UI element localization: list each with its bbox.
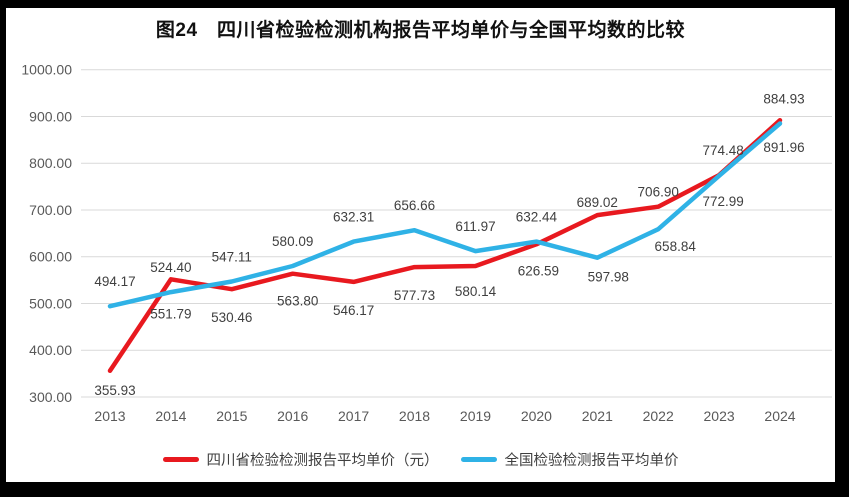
data-label-national: 597.98 (588, 270, 629, 285)
data-label-national: 580.09 (272, 234, 313, 249)
data-label-national: 611.97 (455, 219, 495, 234)
y-axis-tick-label: 400.00 (29, 342, 72, 358)
data-label-sichuan: 551.79 (150, 306, 191, 321)
x-axis-tick-label: 2019 (460, 408, 491, 424)
data-label-sichuan: 530.46 (211, 310, 252, 325)
data-label-national: 524.40 (150, 260, 191, 275)
data-label-sichuan: 626.59 (518, 263, 559, 278)
legend-line-marker-sichuan (162, 457, 199, 462)
x-axis-tick-label: 2023 (704, 408, 735, 424)
data-label-national: 884.93 (763, 92, 804, 107)
data-label-national: 632.31 (333, 210, 374, 225)
data-label-national: 547.11 (212, 250, 252, 265)
y-axis-tick-label: 900.00 (29, 109, 72, 125)
legend-item-sichuan: 四川省检验检测报告平均单价（元） (162, 449, 439, 470)
series-line-sichuan (107, 117, 783, 374)
chart-title: 图24 四川省检验检测机构报告平均单价与全国平均数的比较 (155, 20, 686, 41)
x-axis-tick-label: 2021 (582, 408, 613, 424)
x-axis-tick-label: 2014 (155, 408, 186, 424)
y-axis-tick-label: 600.00 (29, 249, 72, 265)
x-axis-tick-label: 2017 (338, 408, 369, 424)
y-axis-tick-label: 300.00 (29, 389, 72, 405)
chart-legend: 四川省检验检测报告平均单价（元） 全国检验检测报告平均单价 (6, 449, 835, 470)
data-label-sichuan: 355.93 (94, 383, 135, 398)
series-line-national (107, 121, 783, 309)
x-axis-tick-label: 2024 (764, 408, 795, 424)
data-label-sichuan: 546.17 (333, 303, 374, 318)
data-label-national: 772.99 (702, 194, 743, 209)
legend-label-national: 全国检验检测报告平均单价 (504, 453, 679, 469)
data-label-sichuan: 706.90 (638, 185, 679, 200)
data-label-national: 656.66 (394, 198, 435, 213)
data-label-national: 494.17 (94, 274, 135, 289)
legend-item-national: 全国检验检测报告平均单价 (460, 449, 679, 470)
x-axis-tick-label: 2018 (399, 408, 430, 424)
y-axis-tick-label: 700.00 (29, 202, 72, 218)
y-axis-tick-label: 1000.00 (21, 62, 72, 78)
data-label-sichuan: 563.80 (277, 294, 318, 309)
data-label-national: 632.44 (516, 210, 558, 225)
x-axis-tick-label: 2020 (521, 408, 552, 424)
data-label-sichuan: 580.14 (455, 284, 497, 299)
y-axis-tick-label: 800.00 (29, 155, 72, 171)
x-axis-tick-label: 2016 (277, 408, 308, 424)
y-axis-tick-label: 500.00 (29, 296, 72, 312)
legend-line-marker-national (460, 457, 497, 462)
x-axis-tick-label: 2015 (216, 408, 247, 424)
data-label-sichuan: 774.48 (702, 143, 743, 158)
x-axis-tick-label: 2013 (94, 408, 125, 424)
data-label-sichuan: 891.96 (763, 140, 804, 155)
chart-canvas (6, 8, 835, 482)
legend-label-sichuan: 四川省检验检测报告平均单价（元） (206, 453, 439, 469)
data-label-national: 658.84 (655, 239, 697, 254)
x-axis-tick-label: 2022 (643, 408, 674, 424)
data-label-sichuan: 577.73 (394, 288, 435, 303)
data-label-sichuan: 689.02 (577, 195, 618, 210)
